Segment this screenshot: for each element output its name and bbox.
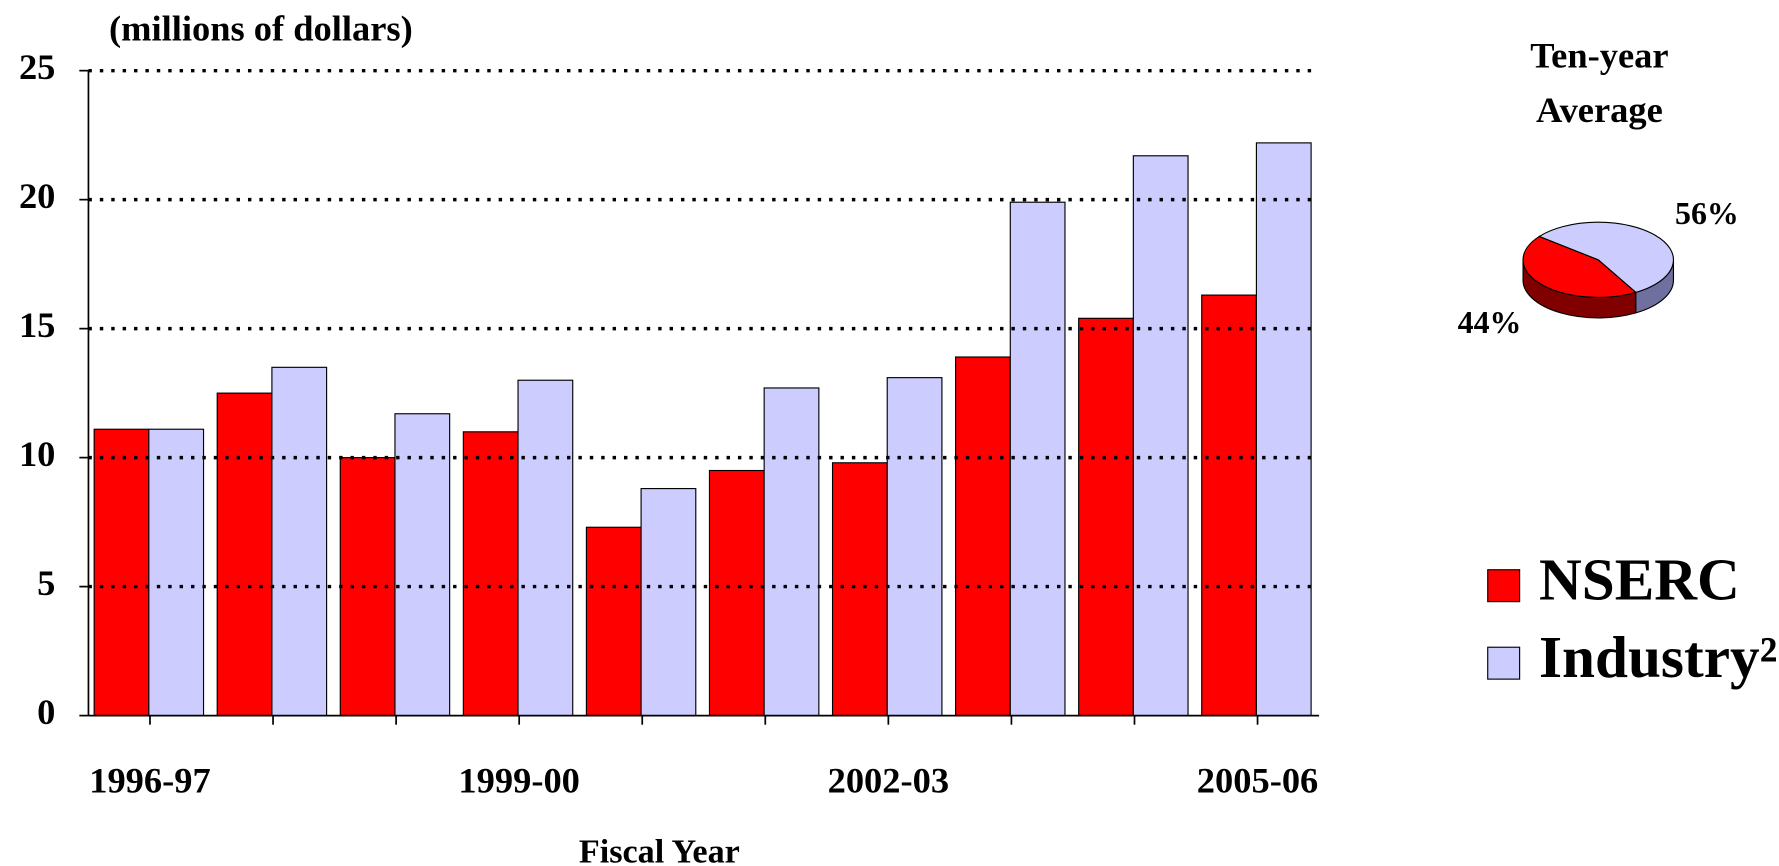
bar (1078, 317, 1134, 717)
x-tick-label: 2005-06 (1197, 760, 1319, 800)
bar (148, 428, 205, 717)
x-tick-label: 2002-03 (828, 760, 950, 800)
bar (394, 413, 451, 717)
bar (640, 488, 697, 717)
legend-swatch (1487, 646, 1521, 680)
x-tick-label: 1999-00 (458, 760, 580, 800)
bar (886, 377, 943, 717)
y-tick-label: 20 (19, 176, 55, 216)
y-axis-label: (millions of dollars) (109, 8, 413, 48)
bar (462, 431, 519, 717)
pie-slice (1538, 221, 1675, 293)
bar (763, 387, 820, 717)
y-tick-label: 15 (19, 305, 55, 345)
legend-label: NSERC (1539, 546, 1740, 612)
bar (831, 462, 888, 717)
x-axis-label: Fiscal Year (579, 833, 740, 866)
x-tick-label: 1996-97 (89, 760, 210, 800)
bar (93, 428, 150, 717)
bar (585, 526, 642, 717)
pie-slice (1522, 235, 1638, 298)
legend-swatch (1487, 569, 1521, 603)
y-tick-label: 0 (37, 692, 55, 732)
y-tick-label: 10 (19, 434, 55, 474)
bar (955, 356, 1011, 717)
pie-label: 44% (1458, 305, 1522, 340)
bar (517, 379, 574, 717)
bar (1255, 142, 1312, 717)
bar (708, 469, 765, 717)
pie-label: 56% (1675, 196, 1739, 231)
bar (1132, 155, 1189, 717)
y-tick-label: 25 (19, 47, 55, 87)
bar (216, 392, 273, 717)
y-tick-label: 5 (37, 563, 55, 603)
bar (271, 366, 328, 717)
pie-title: Ten-year Average (1530, 36, 1668, 131)
legend-label: Industry² (1539, 624, 1777, 690)
bar (1201, 294, 1257, 717)
